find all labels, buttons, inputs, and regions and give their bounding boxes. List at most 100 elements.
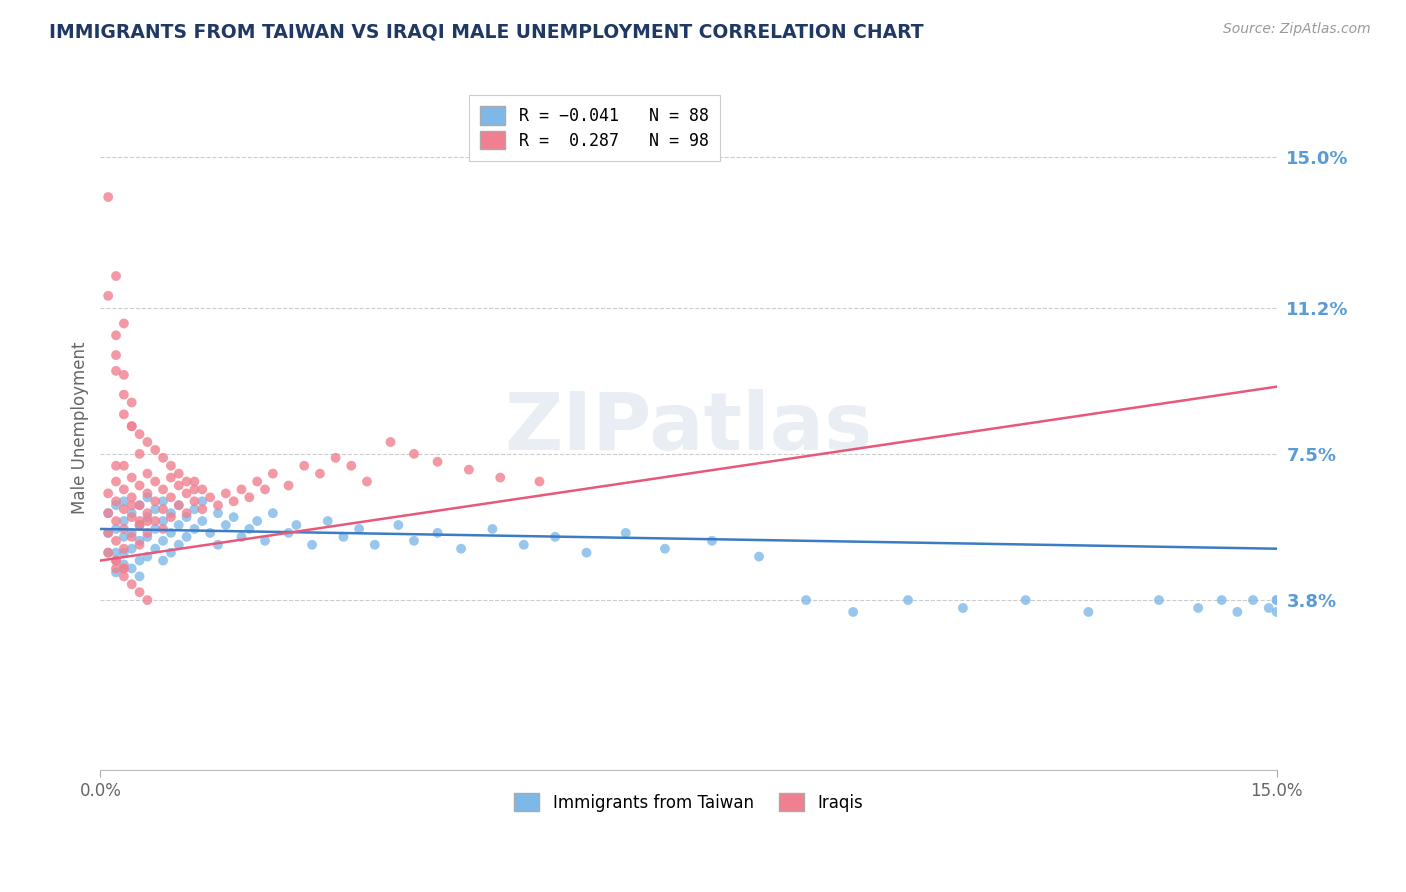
- Point: [262, 467, 284, 481]
- Point: [112, 494, 135, 508]
- Point: [207, 538, 229, 552]
- Point: [1226, 605, 1249, 619]
- Point: [105, 546, 128, 560]
- Point: [277, 525, 299, 540]
- Point: [176, 506, 198, 520]
- Point: [748, 549, 770, 564]
- Point: [481, 522, 503, 536]
- Point: [152, 450, 174, 465]
- Point: [1077, 605, 1099, 619]
- Point: [143, 475, 166, 489]
- Point: [112, 558, 135, 572]
- Point: [105, 533, 128, 548]
- Point: [152, 553, 174, 567]
- Point: [356, 475, 378, 489]
- Point: [238, 522, 260, 536]
- Point: [152, 502, 174, 516]
- Point: [183, 502, 205, 516]
- Point: [136, 506, 159, 520]
- Point: [1265, 593, 1288, 607]
- Point: [136, 435, 159, 450]
- Point: [136, 530, 159, 544]
- Point: [143, 541, 166, 556]
- Point: [97, 506, 120, 520]
- Point: [183, 475, 205, 489]
- Text: ZIPatlas: ZIPatlas: [505, 389, 873, 467]
- Point: [1147, 593, 1170, 607]
- Point: [105, 268, 128, 283]
- Point: [160, 506, 183, 520]
- Point: [121, 525, 143, 540]
- Point: [529, 475, 551, 489]
- Point: [112, 408, 135, 422]
- Point: [105, 514, 128, 528]
- Point: [128, 478, 150, 492]
- Point: [176, 486, 198, 500]
- Point: [128, 518, 150, 533]
- Text: Source: ZipAtlas.com: Source: ZipAtlas.com: [1223, 22, 1371, 37]
- Point: [128, 518, 150, 533]
- Point: [222, 494, 245, 508]
- Point: [143, 502, 166, 516]
- Point: [207, 498, 229, 512]
- Point: [121, 395, 143, 409]
- Point: [183, 522, 205, 536]
- Point: [136, 510, 159, 524]
- Point: [198, 491, 221, 505]
- Point: [112, 368, 135, 382]
- Point: [450, 541, 472, 556]
- Point: [143, 514, 166, 528]
- Point: [277, 478, 299, 492]
- Point: [301, 538, 323, 552]
- Point: [121, 419, 143, 434]
- Point: [112, 546, 135, 560]
- Point: [121, 541, 143, 556]
- Point: [575, 546, 598, 560]
- Point: [191, 483, 214, 497]
- Point: [654, 541, 676, 556]
- Point: [136, 525, 159, 540]
- Point: [207, 506, 229, 520]
- Point: [167, 467, 190, 481]
- Point: [121, 491, 143, 505]
- Point: [316, 514, 339, 528]
- Point: [160, 470, 183, 484]
- Point: [136, 491, 159, 505]
- Point: [262, 506, 284, 520]
- Point: [128, 498, 150, 512]
- Point: [160, 546, 183, 560]
- Point: [105, 553, 128, 567]
- Point: [285, 518, 308, 533]
- Point: [105, 566, 128, 580]
- Point: [143, 442, 166, 457]
- Point: [112, 483, 135, 497]
- Point: [340, 458, 363, 473]
- Point: [332, 530, 354, 544]
- Point: [198, 525, 221, 540]
- Point: [136, 486, 159, 500]
- Point: [238, 491, 260, 505]
- Point: [112, 387, 135, 401]
- Point: [112, 561, 135, 575]
- Point: [112, 541, 135, 556]
- Point: [458, 463, 481, 477]
- Point: [128, 538, 150, 552]
- Point: [160, 510, 183, 524]
- Point: [97, 486, 120, 500]
- Point: [112, 514, 135, 528]
- Point: [105, 522, 128, 536]
- Point: [105, 553, 128, 567]
- Point: [191, 514, 214, 528]
- Point: [794, 593, 817, 607]
- Point: [128, 514, 150, 528]
- Point: [105, 348, 128, 362]
- Point: [1241, 593, 1264, 607]
- Point: [183, 494, 205, 508]
- Point: [167, 538, 190, 552]
- Point: [105, 328, 128, 343]
- Point: [231, 530, 253, 544]
- Point: [121, 561, 143, 575]
- Point: [1265, 605, 1288, 619]
- Point: [176, 530, 198, 544]
- Point: [513, 538, 536, 552]
